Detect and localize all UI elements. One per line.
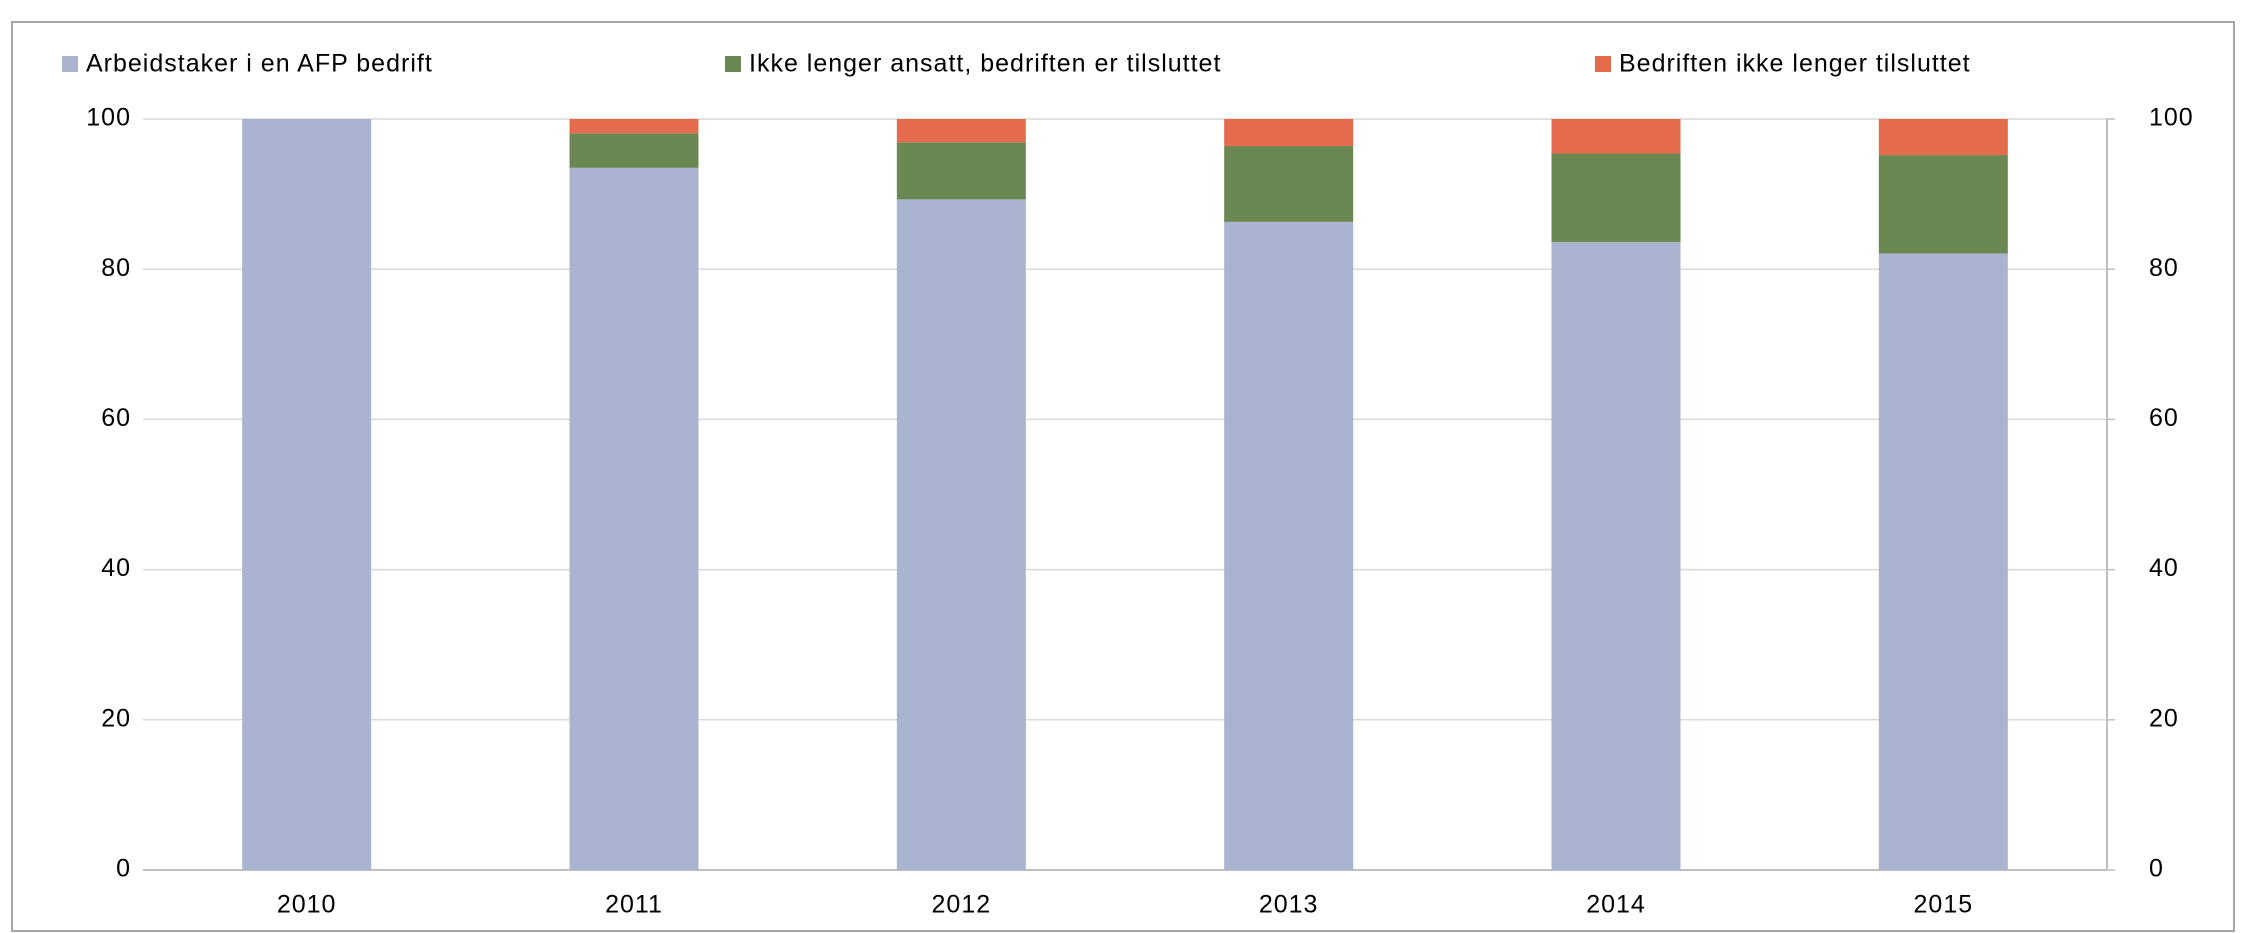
y2-tick-label: 100 xyxy=(2149,104,2194,132)
x-tick-label: 2011 xyxy=(605,891,663,919)
bar-segment xyxy=(896,199,1026,870)
bar-segment xyxy=(1878,253,2008,870)
bar-segment xyxy=(896,119,1026,143)
y-tick-label: 80 xyxy=(101,254,131,282)
bar-segment xyxy=(569,167,699,870)
bar-segment xyxy=(1878,155,2008,254)
bar-segment xyxy=(242,119,372,870)
bar-segment xyxy=(1878,119,2008,156)
bar-segment xyxy=(569,133,699,168)
bar-segment xyxy=(1224,221,1354,871)
bar-segment xyxy=(1551,119,1681,154)
y2-tick-label: 60 xyxy=(2149,404,2179,432)
y2-tick-label: 40 xyxy=(2149,554,2179,582)
bar-segment xyxy=(896,142,1026,200)
bar-segment xyxy=(1224,146,1354,222)
y-tick-label: 0 xyxy=(116,855,131,883)
y2-tick-label: 80 xyxy=(2149,254,2179,282)
legend-swatch xyxy=(1595,56,1611,72)
bar-segment xyxy=(1224,119,1354,147)
bar-segment xyxy=(569,119,699,134)
y-tick-label: 60 xyxy=(101,404,131,432)
bar-segment xyxy=(1551,242,1681,870)
legend-label: Arbeidstaker i en AFP bedrift xyxy=(86,50,433,78)
y2-tick-label: 20 xyxy=(2149,704,2179,732)
x-tick-label: 2013 xyxy=(1259,891,1319,919)
legend-label: Bedriften ikke lenger tilsluttet xyxy=(1619,50,1971,78)
x-tick-label: 2012 xyxy=(932,891,992,919)
y-tick-label: 100 xyxy=(86,104,131,132)
legend-swatch xyxy=(62,56,78,72)
x-tick-label: 2014 xyxy=(1586,891,1646,919)
x-tick-label: 2015 xyxy=(1914,891,1974,919)
chart-frame xyxy=(11,21,2235,932)
y-tick-label: 20 xyxy=(101,704,131,732)
y2-tick-label: 0 xyxy=(2149,855,2164,883)
y-tick-label: 40 xyxy=(101,554,131,582)
x-tick-label: 2010 xyxy=(277,891,337,919)
bar-segment xyxy=(1551,153,1681,243)
legend-label: Ikke lenger ansatt, bedriften er tilslut… xyxy=(749,50,1221,78)
legend-swatch xyxy=(725,56,741,72)
